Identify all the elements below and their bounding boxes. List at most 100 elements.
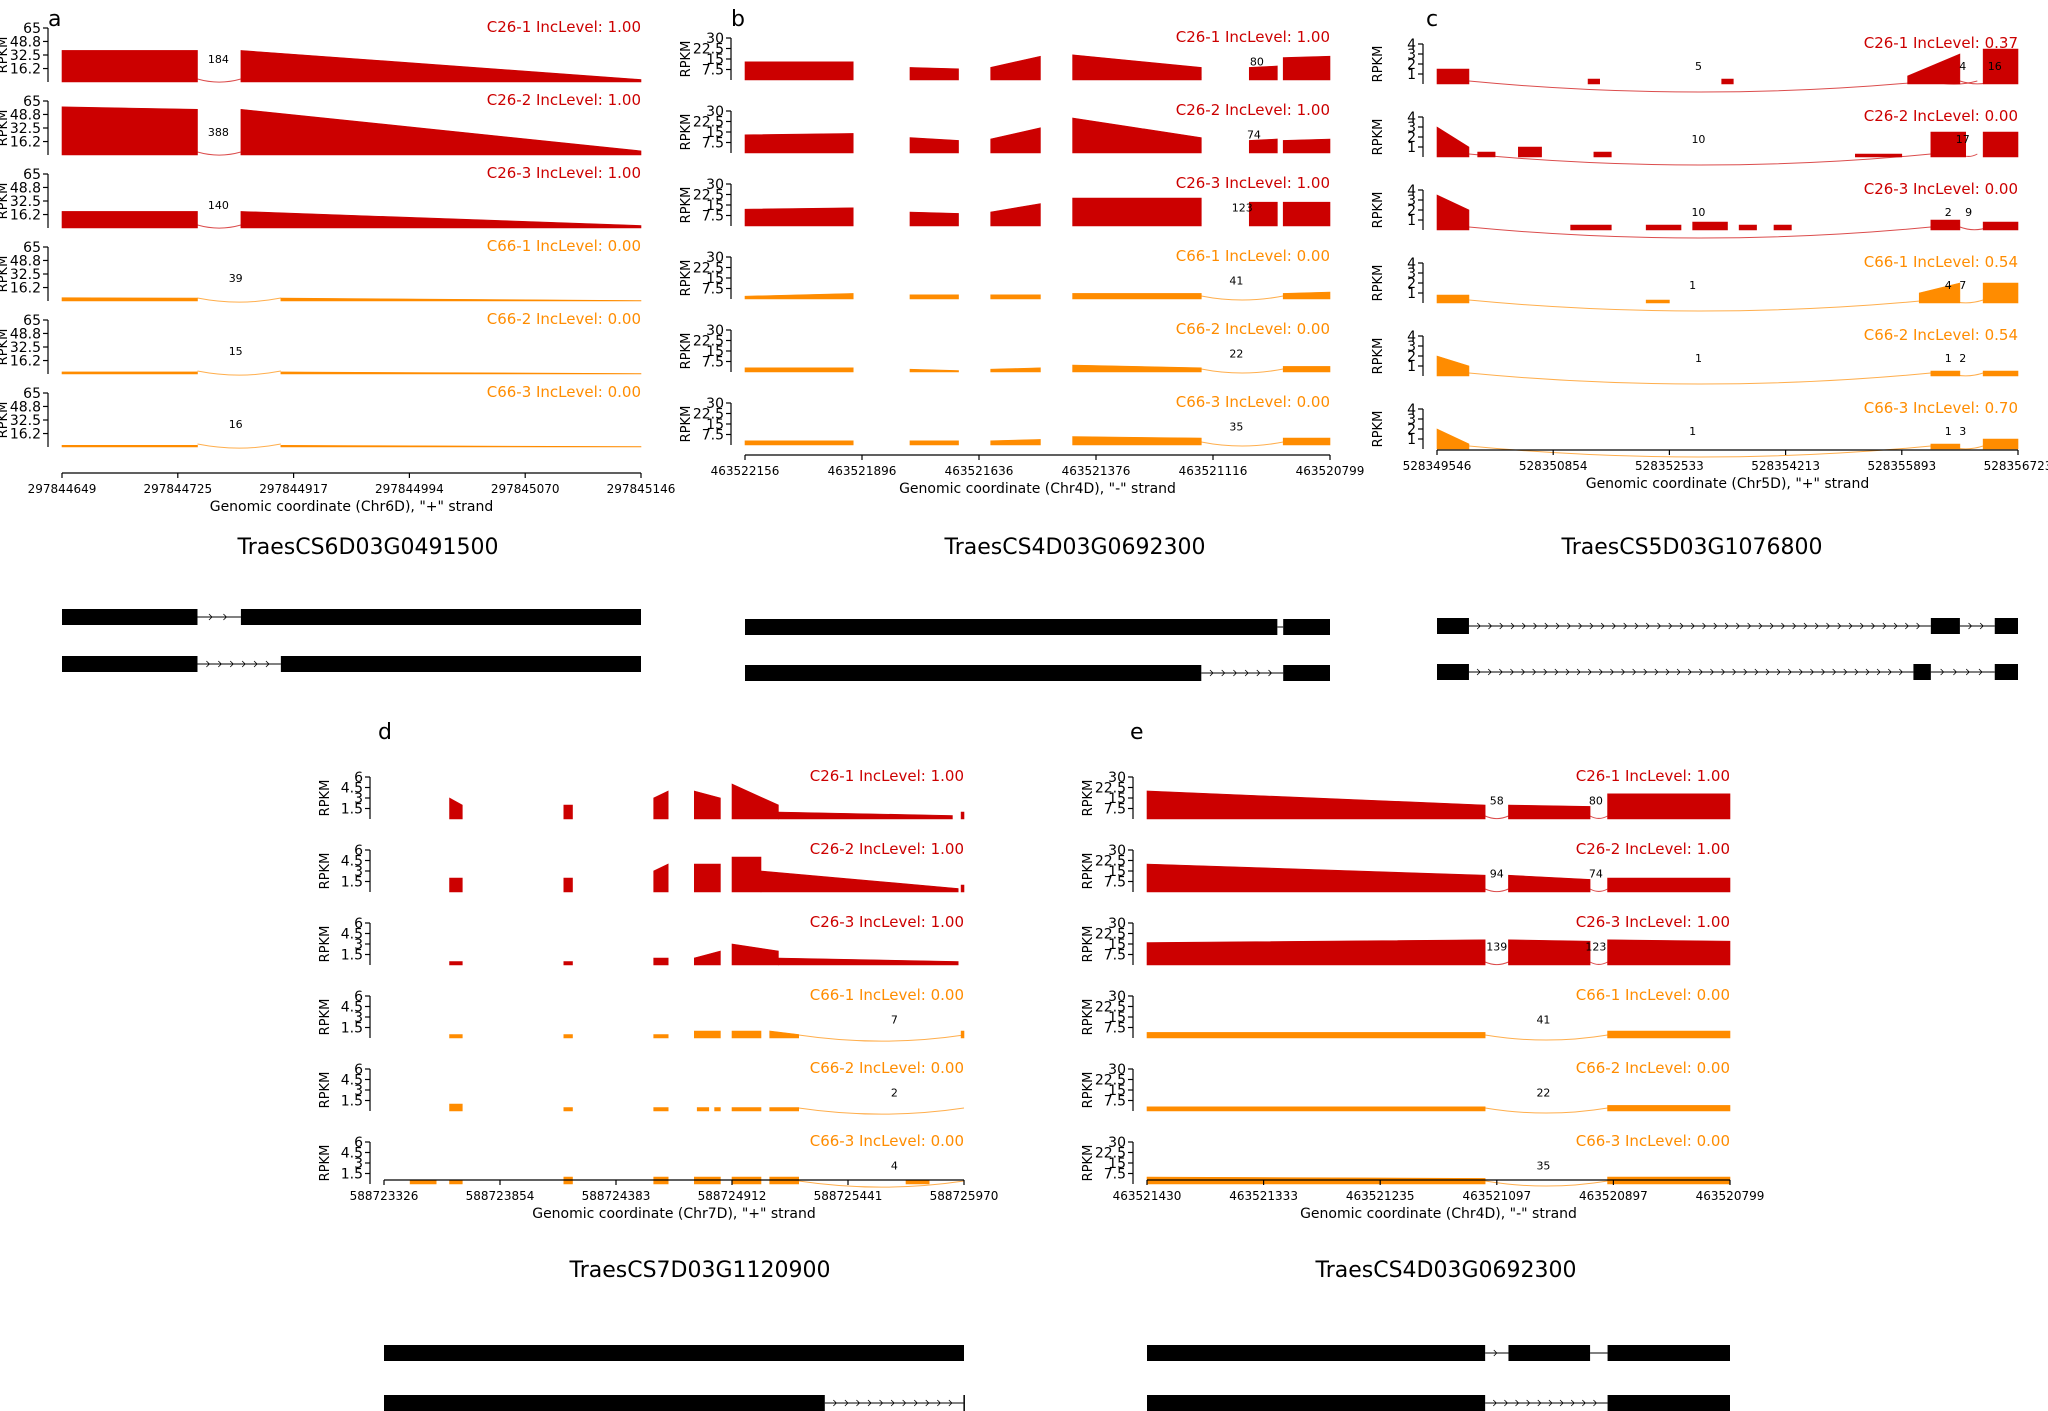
y-tick-label: 22.5 [1095, 1146, 1126, 1162]
y-tick-label: 4 [1407, 110, 1416, 126]
y-tick-label: 16.2 [10, 281, 41, 297]
intron-arrow [879, 1399, 884, 1407]
exon-block [62, 656, 198, 672]
intron-arrow [1634, 622, 1639, 630]
junction-arc [1485, 1107, 1608, 1114]
coverage-area [563, 804, 573, 820]
y-axis-label: RPKM [1371, 338, 1386, 375]
intron-arrow [1521, 622, 1526, 630]
sample-label: C26-3 IncLevel: 1.00 [1176, 174, 1330, 192]
coverage-area [280, 371, 642, 375]
coverage-area [61, 371, 198, 375]
intron-arrow [1754, 668, 1759, 676]
x-tick-label: 588724912 [698, 1189, 767, 1203]
y-tick-label: 7.5 [702, 282, 724, 298]
junction-count: 184 [208, 53, 229, 66]
intron-arrow [1555, 622, 1560, 630]
x-axis: 297844649 297844725 297844917 297844994 2978… [28, 472, 675, 515]
sample-label: C66-1 IncLevel: 0.00 [1176, 247, 1330, 265]
intron-arrow [1803, 622, 1808, 630]
y-axis-label: RPKM [679, 333, 694, 370]
junction-count: 22 [1229, 347, 1243, 360]
y-tick-label: 30 [706, 250, 724, 266]
exon-block [745, 619, 1278, 635]
junction-count: 5 [1695, 60, 1702, 73]
junction-count: 139 [1486, 940, 1507, 953]
y-tick-label: 15 [1108, 937, 1126, 953]
coverage-area [909, 440, 959, 446]
y-tick-label: 15 [706, 344, 724, 360]
x-axis-label: Genomic coordinate (Chr6D), "+" strand [210, 499, 494, 515]
junction-arc [1959, 80, 1995, 85]
coverage-area [1930, 219, 1961, 231]
gene-name: TraesCS5D03G1076800 [1560, 535, 1822, 560]
y-axis-label: RPKM [1081, 1072, 1096, 1109]
intron-arrow [253, 660, 258, 668]
coverage-area [1072, 54, 1202, 81]
x-tick-label: 463521097 [1462, 1189, 1531, 1203]
y-tick-label: 4.5 [341, 1000, 363, 1016]
coverage-area [693, 863, 721, 893]
coverage-area [1508, 804, 1591, 820]
coverage-area [563, 1107, 573, 1112]
intron-arrow [1732, 668, 1737, 676]
exon-block [62, 609, 198, 625]
coverage-area [653, 863, 669, 893]
coverage-area [744, 367, 854, 373]
intron-arrow [1799, 668, 1803, 676]
transcript-model [1147, 1395, 1730, 1411]
y-tick-label: 7.5 [1104, 802, 1126, 818]
y-tick-label: 4 [1407, 256, 1416, 272]
coverage-area [731, 1030, 762, 1039]
y-tick-label: 3 [1407, 193, 1416, 209]
sample-label: C26-1 IncLevel: 1.00 [1576, 767, 1730, 785]
junction-arc [1484, 815, 1509, 820]
exon-block [1147, 1345, 1486, 1361]
coverage-area [653, 957, 669, 966]
intron-arrow [1492, 1399, 1497, 1407]
y-tick-label: 6 [354, 770, 363, 786]
junction-count: 41 [1229, 274, 1243, 287]
y-axis-label: RPKM [679, 187, 694, 224]
junction-arc [1930, 372, 1949, 376]
sample-label: C26-1 IncLevel: 0.37 [1864, 34, 2018, 52]
intron-arrow [1876, 668, 1881, 676]
panel-label: c [1426, 7, 1438, 32]
x-tick-label: 463521333 [1229, 1189, 1298, 1203]
intron-arrow [1953, 668, 1957, 676]
y-tick-label: 30 [1108, 1062, 1126, 1078]
coverage-area [1508, 939, 1591, 966]
junction-count: 1 [1689, 425, 1696, 438]
y-tick-label: 2 [1407, 276, 1416, 292]
x-tick-label: 463520799 [1296, 464, 1365, 478]
y-tick-label: 22.5 [1095, 781, 1126, 797]
x-tick-label: 528356723 [1984, 459, 2048, 473]
coverage-area [1930, 131, 1967, 158]
y-tick-label: 30 [1108, 989, 1126, 1005]
intron-arrow [1781, 622, 1785, 630]
intron-arrow [1510, 622, 1515, 630]
y-tick-label: 2 [1407, 422, 1416, 438]
exon-block [1913, 664, 1931, 680]
y-axis-label: RPKM [0, 256, 11, 293]
intron-arrow [1702, 622, 1707, 630]
intron-arrow [1837, 622, 1842, 630]
y-tick-label: 4 [1407, 183, 1416, 199]
exon-block [1283, 665, 1330, 681]
intron-arrow [1758, 622, 1763, 630]
y-tick-label: 4 [1407, 329, 1416, 345]
track-C66-3: 1.534.56 RPKM 4 C66-3 IncLevel: 0.00 [318, 1132, 965, 1188]
y-tick-label: 7.5 [702, 355, 724, 371]
gene-name: TraesCS4D03G0692300 [1314, 1258, 1576, 1283]
coverage-area [1248, 201, 1278, 227]
x-tick-label: 588725970 [930, 1189, 999, 1203]
y-tick-label: 65 [23, 240, 41, 256]
gene-name: TraesCS7D03G1120900 [568, 1258, 830, 1283]
exon-block [963, 1395, 965, 1411]
junction-arc [197, 224, 242, 229]
sample-label: C26-3 IncLevel: 0.00 [1864, 180, 2018, 198]
panel-label: a [48, 7, 61, 32]
coverage-area [1282, 55, 1331, 81]
coverage-area [1907, 53, 1961, 85]
